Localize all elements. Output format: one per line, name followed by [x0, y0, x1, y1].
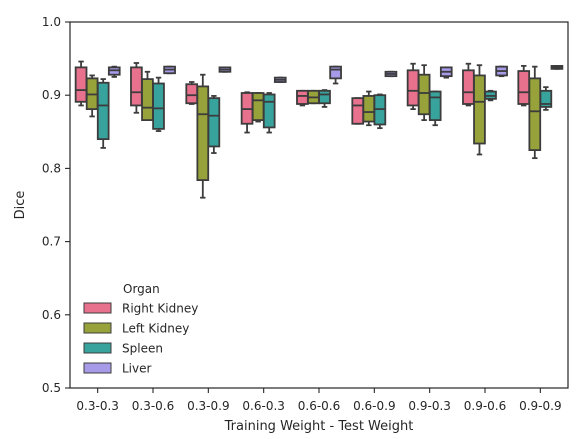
x-tick-label: 0.9-0.9 [519, 399, 562, 413]
x-tick-label: 0.6-0.9 [353, 399, 396, 413]
y-tick-label: 0.5 [42, 381, 61, 395]
x-axis-title: Training Weight - Test Weight [224, 419, 414, 434]
y-tick-label: 0.9 [42, 88, 61, 102]
box [196, 73, 210, 199]
box [85, 74, 99, 118]
legend-label: Spleen [122, 342, 163, 356]
box-body [296, 89, 309, 105]
box [528, 65, 542, 160]
y-axis-title: Dice [13, 191, 28, 220]
box [107, 65, 121, 78]
box [296, 89, 309, 107]
box [550, 65, 564, 70]
x-tick-label: 0.6-0.6 [298, 399, 341, 413]
legend-label: Liver [122, 362, 152, 376]
box [207, 95, 221, 154]
box-body [428, 90, 442, 121]
x-axis: 0.3-0.3 0.3-0.6 0.3-0.9 0.6-0.3 0.6-0.6 0.6-0… [76, 388, 562, 413]
box-body [329, 65, 342, 80]
y-tick-label: 0.7 [42, 235, 61, 249]
box-body [462, 69, 475, 105]
boxes-layer [74, 60, 564, 199]
x-tick-label: 0.9-0.3 [408, 399, 451, 413]
x-tick-label: 0.9-0.6 [464, 399, 507, 413]
y-tick-label: 1.0 [42, 15, 61, 29]
box-body [152, 82, 165, 130]
box-body [473, 74, 486, 145]
legend-swatch [83, 362, 112, 374]
box-body [362, 95, 376, 123]
box [351, 97, 365, 125]
legend-title: Organ [123, 282, 160, 296]
box-body [539, 89, 553, 108]
box-body [130, 66, 143, 107]
legend: Organ Right Kidney Left Kidney Spleen Liver [83, 282, 198, 376]
legend-swatch [83, 322, 112, 334]
box [262, 92, 276, 134]
box-body [517, 70, 531, 105]
x-tick-label: 0.3-0.3 [76, 399, 119, 413]
box [384, 70, 398, 78]
box [251, 92, 265, 123]
box [517, 65, 531, 107]
box-body [406, 69, 420, 107]
legend-label: Left Kidney [122, 322, 189, 336]
box [163, 65, 176, 75]
box [495, 65, 508, 78]
box-body [185, 83, 199, 105]
box-body [262, 93, 276, 129]
box [362, 90, 376, 127]
box-body [417, 73, 431, 116]
box [141, 70, 154, 121]
box-body [196, 85, 210, 182]
x-tick-label: 0.6-0.3 [242, 399, 285, 413]
y-tick-label: 0.8 [42, 161, 61, 175]
x-tick-label: 0.3-0.6 [132, 399, 175, 413]
box [462, 62, 475, 107]
box-body [141, 78, 154, 121]
y-axis: 0.5 0.6 0.7 0.8 0.9 1.0 [42, 15, 70, 395]
box [406, 62, 420, 111]
box-body [318, 89, 331, 105]
box [428, 90, 442, 127]
box-body [74, 66, 88, 103]
box-body [351, 97, 365, 125]
box [417, 64, 431, 121]
box [473, 64, 486, 156]
box [185, 81, 199, 105]
y-tick-label: 0.6 [42, 308, 61, 322]
box [152, 76, 165, 132]
box [373, 93, 387, 130]
box [539, 86, 553, 111]
box [96, 78, 110, 149]
box [74, 60, 88, 107]
box [130, 62, 143, 114]
legend-swatch [83, 302, 112, 314]
box [439, 66, 453, 79]
legend-swatch [83, 342, 112, 354]
box-body [207, 97, 221, 148]
box [218, 66, 232, 73]
box [307, 89, 320, 105]
box [318, 89, 331, 108]
box-body [251, 92, 265, 121]
legend-label: Right Kidney [122, 302, 198, 316]
box [240, 91, 254, 134]
box-body [528, 77, 542, 151]
box-body [96, 81, 110, 141]
box [273, 76, 287, 83]
box [329, 65, 342, 85]
box [484, 89, 497, 102]
x-tick-label: 0.3-0.9 [187, 399, 230, 413]
legend-items: Right Kidney Left Kidney Spleen Liver [83, 302, 198, 376]
